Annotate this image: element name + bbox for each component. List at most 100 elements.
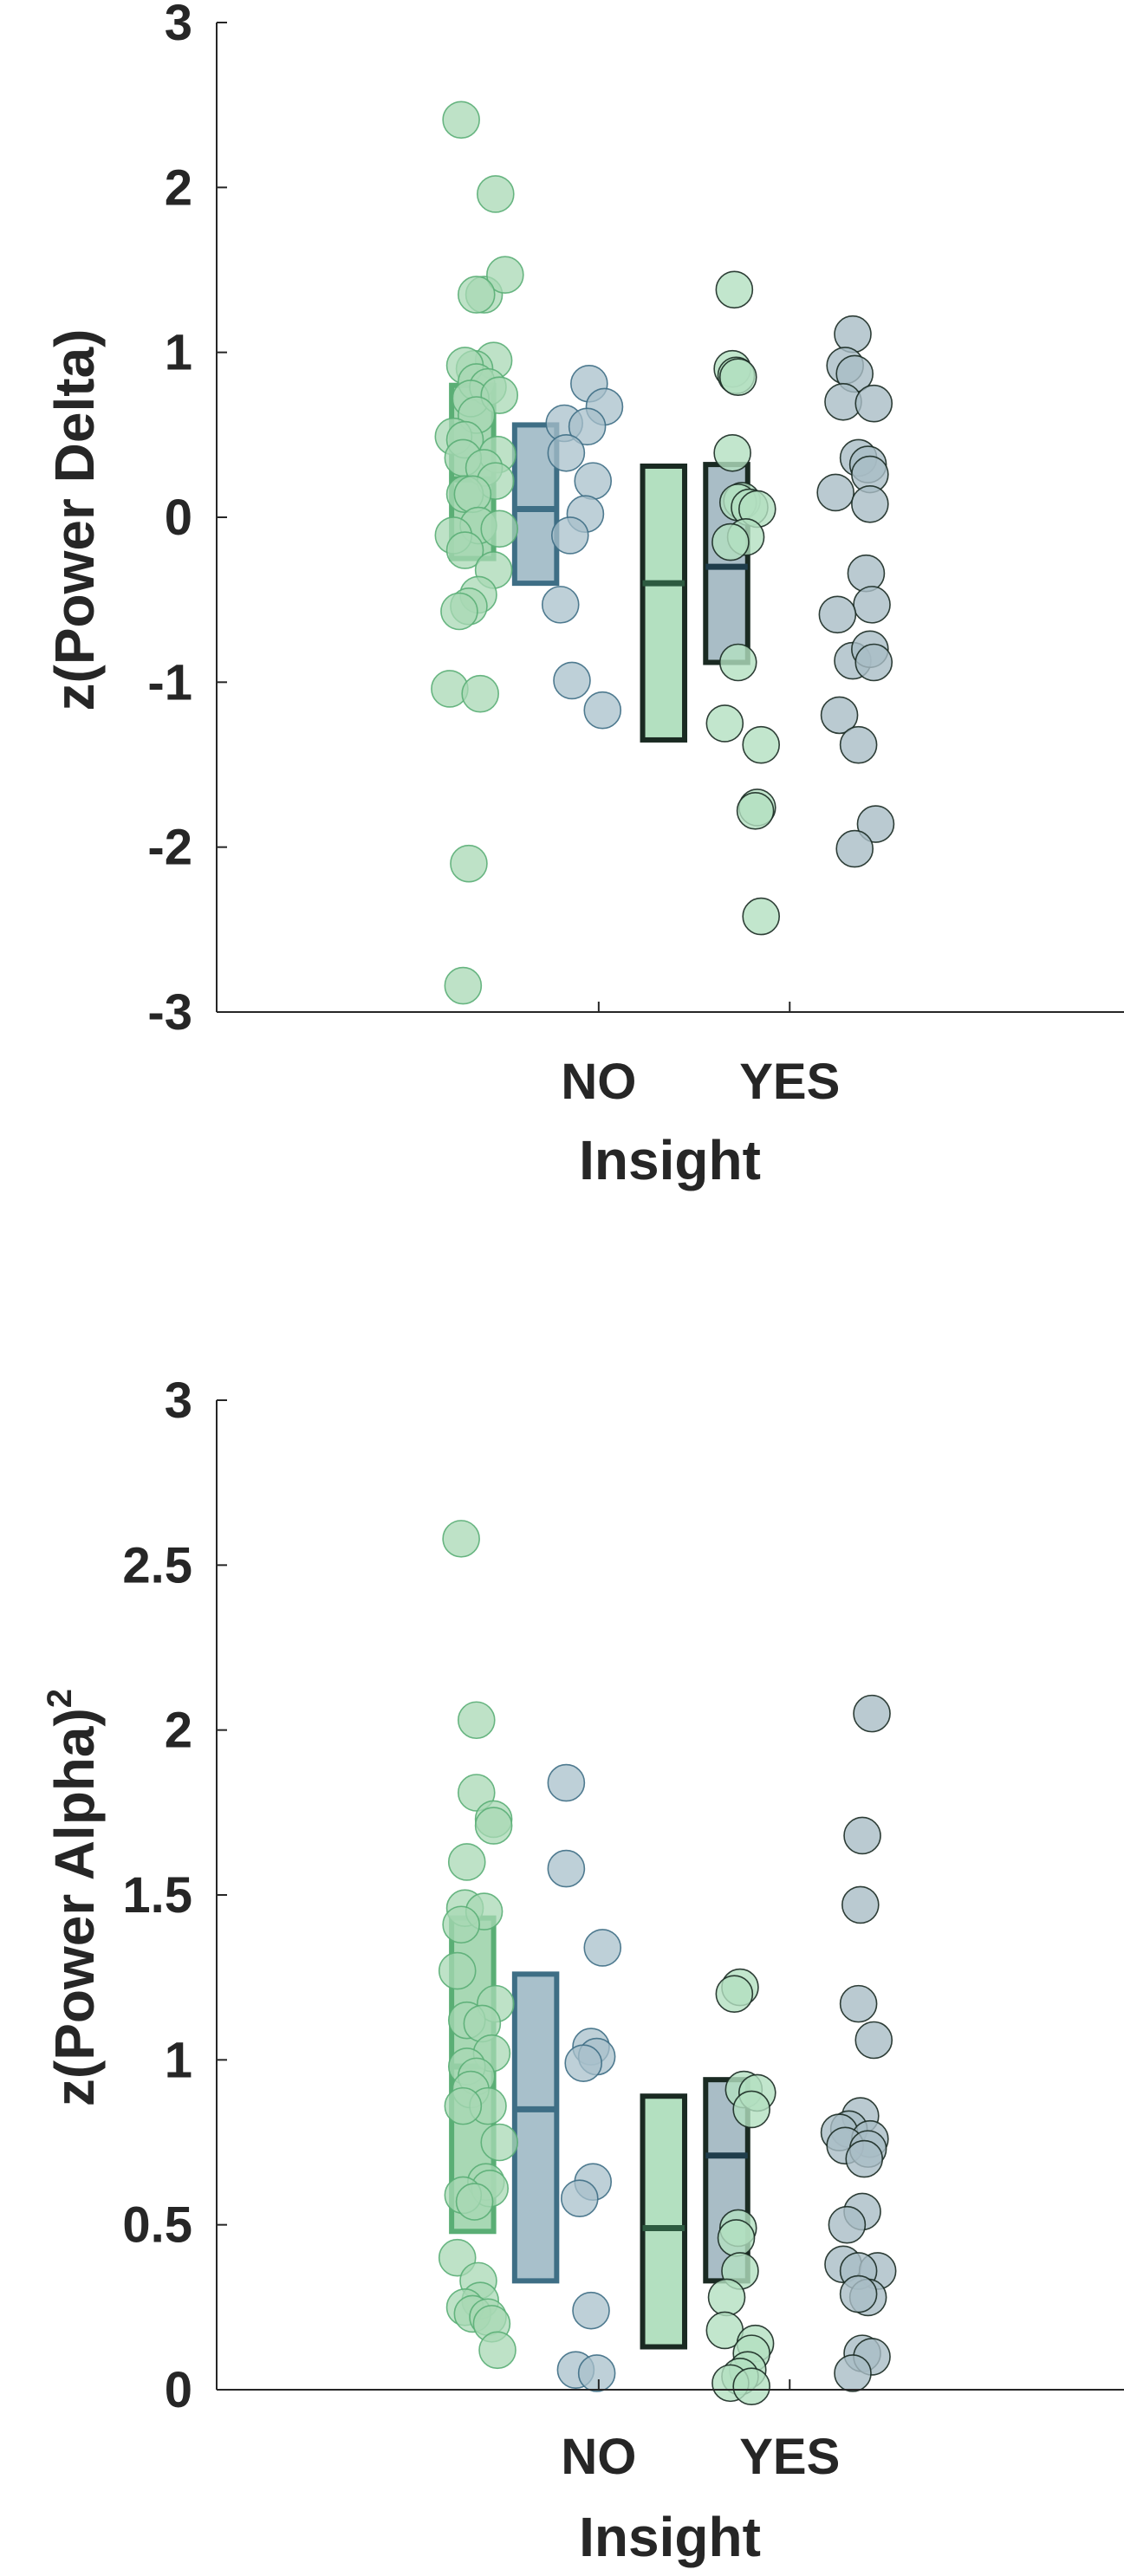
data-point-no-green bbox=[455, 2183, 494, 2221]
data-point-no-green bbox=[457, 1774, 496, 1812]
data-point-no-green bbox=[445, 531, 484, 569]
data-point-yes-blue bbox=[839, 2274, 878, 2313]
chart-delta: -3 -2 -1 0 1 2 3 NO YES Insight z(Power Delta) bbox=[43, 0, 1124, 1191]
y-tick-label: 1.5 bbox=[122, 1867, 192, 1924]
y-tick-label: 2 bbox=[165, 159, 192, 216]
y-axis-title-superscript: 2 bbox=[41, 1689, 79, 1708]
data-point-yes-blue bbox=[854, 643, 893, 682]
data-point-no-green bbox=[438, 1951, 477, 1990]
data-point-yes-blue bbox=[828, 2205, 867, 2244]
data-point-yes-green bbox=[715, 270, 754, 309]
x-tick-label: YES bbox=[739, 2429, 840, 2485]
data-point-no-blue bbox=[583, 1929, 622, 1967]
x-ticks: NO YES bbox=[561, 1002, 840, 1110]
data-point-yes-green bbox=[718, 358, 757, 397]
data-point-yes-blue bbox=[851, 484, 889, 523]
points-layer bbox=[431, 101, 895, 1005]
data-point-no-green bbox=[480, 509, 519, 548]
data-point-no-green bbox=[450, 844, 488, 883]
x-axis-title: Insight bbox=[579, 2506, 761, 2568]
data-point-yes-green bbox=[732, 2367, 770, 2405]
data-point-yes-blue bbox=[816, 473, 854, 512]
y-tick-label: 0.5 bbox=[122, 2197, 192, 2254]
data-point-no-blue bbox=[560, 2179, 599, 2218]
data-point-yes-green bbox=[715, 1975, 754, 2013]
data-point-yes-blue bbox=[854, 2021, 893, 2060]
y-ticks: -3 -2 -1 0 1 2 3 bbox=[147, 0, 227, 1041]
data-point-yes-green bbox=[713, 433, 751, 472]
data-point-no-green bbox=[457, 276, 496, 314]
y-tick-label: 2.5 bbox=[122, 1537, 192, 1593]
data-point-yes-green bbox=[736, 791, 775, 830]
box-yes-green bbox=[640, 2093, 688, 2350]
y-tick-label: 0 bbox=[165, 490, 192, 546]
y-tick-label: 0 bbox=[165, 2362, 192, 2418]
data-point-no-blue bbox=[564, 2044, 603, 2082]
y-tick-label: 3 bbox=[165, 0, 192, 51]
data-point-yes-blue bbox=[853, 586, 891, 624]
points-layer bbox=[438, 1520, 897, 2405]
data-point-no-green bbox=[444, 966, 483, 1005]
data-point-no-green bbox=[477, 175, 515, 213]
y-tick-label: 1 bbox=[165, 325, 192, 381]
data-point-yes-blue bbox=[818, 595, 857, 634]
data-point-no-blue bbox=[583, 691, 622, 730]
data-point-no-green bbox=[474, 1807, 513, 1845]
data-point-yes-blue bbox=[839, 725, 878, 764]
y-axis-title: z(Power Delta) bbox=[43, 329, 106, 711]
y-tick-label: 2 bbox=[165, 1703, 192, 1759]
box-yes-green bbox=[640, 463, 688, 743]
y-tick-label: -1 bbox=[147, 654, 192, 711]
chart-alpha: 0 0.5 1 1.5 2 2.5 3 NO YES Insight z(Power Alph… bbox=[41, 1372, 1124, 2568]
data-point-yes-green bbox=[742, 725, 781, 764]
data-point-no-blue bbox=[577, 2354, 616, 2392]
x-ticks: NO YES bbox=[561, 2379, 840, 2485]
y-axis-title-main: z(Power Alpha) bbox=[43, 1708, 106, 2106]
data-point-no-green bbox=[480, 2123, 519, 2162]
data-point-no-green bbox=[442, 1905, 480, 1944]
data-point-yes-blue bbox=[834, 315, 872, 354]
data-point-yes-green bbox=[711, 522, 750, 561]
data-point-no-green bbox=[442, 1520, 480, 1558]
data-point-yes-blue bbox=[834, 2354, 872, 2392]
data-point-yes-blue bbox=[847, 554, 886, 593]
data-point-no-blue bbox=[568, 407, 607, 446]
data-point-no-green bbox=[444, 2086, 483, 2125]
data-point-no-green bbox=[486, 256, 524, 295]
data-point-no-green bbox=[453, 475, 492, 514]
box-no-blue bbox=[511, 1971, 560, 2284]
data-point-yes-blue bbox=[845, 2139, 884, 2178]
data-point-yes-green bbox=[717, 2219, 756, 2257]
x-axis-title: Insight bbox=[579, 1129, 761, 1191]
x-tick-label: YES bbox=[739, 1054, 840, 1110]
data-point-yes-blue bbox=[839, 1984, 878, 2023]
data-point-yes-blue bbox=[853, 1694, 891, 1733]
data-point-no-blue bbox=[547, 1763, 586, 1802]
data-point-yes-blue bbox=[854, 384, 893, 423]
y-tick-label: -2 bbox=[147, 820, 192, 876]
data-point-yes-blue bbox=[856, 805, 895, 843]
data-point-yes-green bbox=[732, 2090, 770, 2129]
data-point-yes-blue bbox=[835, 829, 874, 868]
data-point-yes-blue bbox=[841, 1885, 880, 1924]
y-tick-label: -3 bbox=[147, 984, 192, 1041]
data-point-no-green bbox=[478, 2331, 517, 2370]
y-tick-label: 1 bbox=[165, 2032, 192, 2088]
data-point-no-green bbox=[461, 674, 499, 713]
data-point-no-green bbox=[457, 1701, 496, 1740]
y-axis-title: z(Power Alpha)2 bbox=[41, 1689, 106, 2106]
data-point-no-blue bbox=[553, 661, 591, 700]
data-point-yes-green bbox=[718, 643, 757, 682]
data-point-no-blue bbox=[550, 516, 589, 555]
data-point-no-blue bbox=[547, 433, 586, 472]
data-point-yes-green bbox=[742, 897, 781, 936]
data-point-no-green bbox=[440, 592, 478, 631]
data-point-no-green bbox=[442, 101, 480, 140]
box-no-blue bbox=[511, 422, 560, 587]
data-point-no-blue bbox=[541, 586, 580, 624]
y-tick-label: 3 bbox=[165, 1372, 192, 1429]
data-point-no-blue bbox=[572, 2291, 610, 2330]
y-ticks: 0 0.5 1 1.5 2 2.5 3 bbox=[122, 1372, 227, 2418]
data-point-no-blue bbox=[547, 1849, 586, 1888]
